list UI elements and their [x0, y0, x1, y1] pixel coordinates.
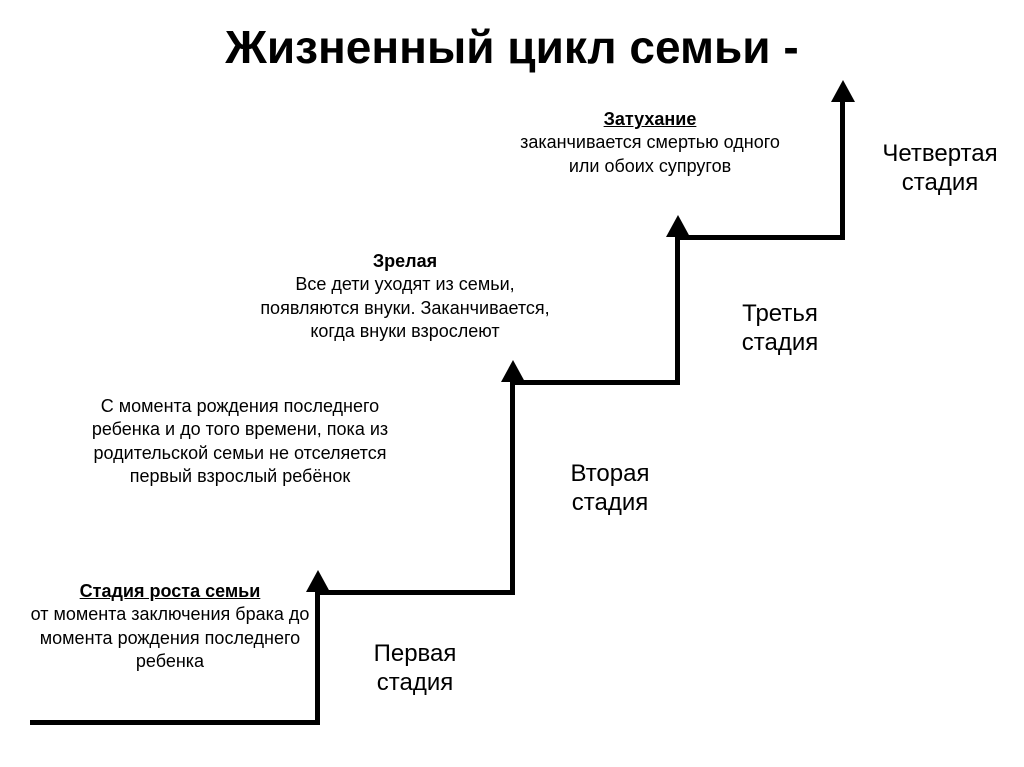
- step-hline: [675, 235, 845, 240]
- arrowhead-icon: [666, 215, 690, 237]
- step-hline: [510, 380, 680, 385]
- step-description-title: Затухание: [510, 108, 790, 131]
- step-description: Стадия роста семьиот момента заключения …: [30, 580, 310, 674]
- step-description-body: С момента рождения последнего ребенка и …: [92, 396, 388, 486]
- step-description: С момента рождения последнего ребенка и …: [80, 395, 400, 489]
- step-vline: [510, 380, 515, 595]
- step-description-title: Зрелая: [260, 250, 550, 273]
- page-title: Жизненный цикл семьи -: [0, 20, 1024, 74]
- step-description: ЗрелаяВсе дети уходят из семьи, появляют…: [260, 250, 550, 344]
- step-hline: [30, 720, 320, 725]
- arrowhead-icon: [501, 360, 525, 382]
- stage-label: Втораястадия: [525, 460, 695, 518]
- arrowhead-icon: [831, 80, 855, 102]
- stage-label: Четвертаястадия: [860, 140, 1020, 198]
- step-description-body: Все дети уходят из семьи, появляются вну…: [260, 274, 549, 341]
- step-vline: [840, 100, 845, 240]
- step-description-body: заканчивается смертью одного или обоих с…: [520, 132, 780, 175]
- step-description-title: Стадия роста семьи: [30, 580, 310, 603]
- step-description: Затуханиезаканчивается смертью одного ил…: [510, 108, 790, 178]
- diagram-canvas: Жизненный цикл семьи - Стадия роста семь…: [0, 0, 1024, 767]
- step-vline: [675, 235, 680, 385]
- step-vline: [315, 590, 320, 725]
- stage-label: Третьястадия: [695, 300, 865, 358]
- stage-label: Перваястадия: [330, 640, 500, 698]
- step-description-body: от момента заключения брака до момента р…: [31, 604, 310, 671]
- step-hline: [315, 590, 515, 595]
